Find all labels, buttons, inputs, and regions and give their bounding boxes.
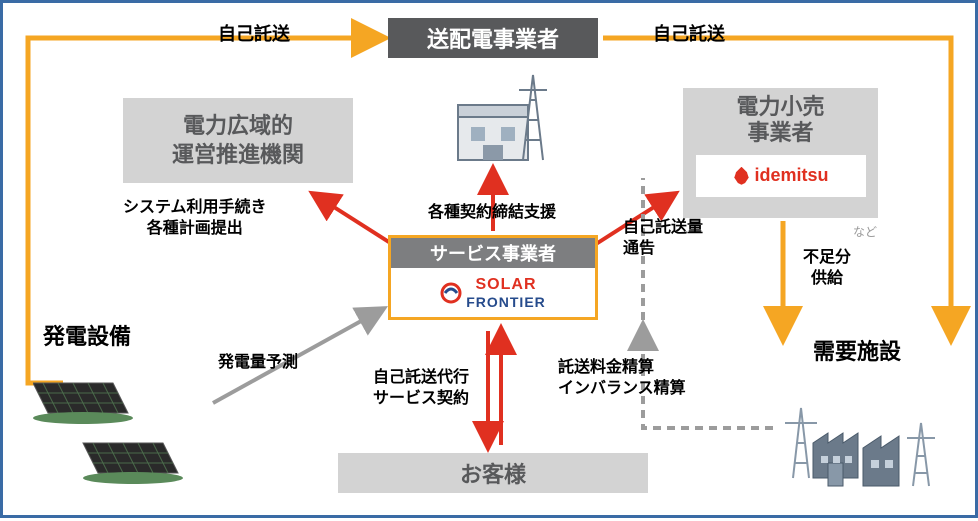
lbl-system-use-1: システム利用手続き bbox=[123, 199, 267, 216]
node-retailer-label2: 事業者 bbox=[747, 120, 813, 146]
node-occto-label1: 電力広域的 bbox=[183, 112, 293, 141]
sf-top: SOLAR bbox=[466, 276, 546, 294]
lbl-self-wheeling-l: 自己託送 bbox=[218, 23, 290, 46]
lbl-agent-contract-2: サービス契約 bbox=[373, 390, 469, 407]
lbl-contract-support: 各種契約締結支援 bbox=[428, 203, 556, 224]
node-generation-label: 発電設備 bbox=[43, 323, 131, 352]
lbl-wheeling-vol-1: 自己託送量 bbox=[623, 219, 703, 236]
node-occto: 電力広域的 運営推進機関 bbox=[123, 98, 353, 183]
flame-icon bbox=[732, 167, 750, 185]
node-transmission-label: 送配電事業者 bbox=[427, 22, 559, 54]
node-customer-label: お客様 bbox=[460, 457, 526, 489]
lbl-shortfall-1: 不足分 bbox=[803, 249, 851, 266]
solar-panels-icon bbox=[33, 353, 213, 493]
idemitsu-logo: idemitsu bbox=[732, 165, 828, 187]
lbl-settlement: 託送料金精算 インバランス精算 bbox=[558, 358, 686, 400]
sf-swirl-icon bbox=[440, 282, 462, 304]
node-transmission: 送配電事業者 bbox=[388, 18, 598, 58]
lbl-agent-contract-1: 自己託送代行 bbox=[373, 369, 469, 386]
node-occto-label2: 運営推進機関 bbox=[172, 141, 304, 170]
lbl-settlement-1: 託送料金精算 bbox=[558, 359, 654, 376]
lbl-agent-contract: 自己託送代行 サービス契約 bbox=[373, 368, 469, 410]
lbl-settlement-2: インバランス精算 bbox=[558, 380, 686, 397]
lbl-wheeling-vol: 自己託送量 通告 bbox=[623, 218, 703, 260]
lbl-system-use-2: 各種計画提出 bbox=[147, 220, 243, 237]
node-retailer-label1: 電力小売 bbox=[736, 94, 824, 120]
lbl-shortfall-2: 供給 bbox=[811, 270, 843, 287]
node-customer: お客様 bbox=[338, 453, 648, 493]
substation-icon bbox=[423, 65, 563, 165]
lbl-wheeling-vol-2: 通告 bbox=[623, 240, 655, 257]
idemitsu-text: idemitsu bbox=[754, 165, 828, 187]
lbl-system-use: システム利用手続き 各種計画提出 bbox=[123, 198, 267, 240]
solar-frontier-logo: SOLAR FRONTIER bbox=[440, 268, 546, 317]
node-retailer: 電力小売 事業者 idemitsu bbox=[683, 88, 878, 218]
lbl-self-wheeling-r: 自己託送 bbox=[653, 23, 725, 46]
lbl-gen-forecast: 発電量予測 bbox=[218, 353, 298, 374]
diagram-canvas: 送配電事業者 電力広域的 運営推進機関 電力小売 事業者 idemitsu など… bbox=[0, 0, 978, 518]
node-service: サービス事業者 SOLAR FRONTIER bbox=[388, 235, 598, 320]
node-service-label: サービス事業者 bbox=[430, 240, 556, 266]
sf-bot: FRONTIER bbox=[466, 294, 546, 310]
lbl-shortfall: 不足分 供給 bbox=[803, 248, 851, 290]
node-demand-label: 需要施設 bbox=[813, 338, 901, 367]
retailer-sub: など bbox=[853, 223, 877, 240]
factory-icon bbox=[773, 368, 963, 498]
